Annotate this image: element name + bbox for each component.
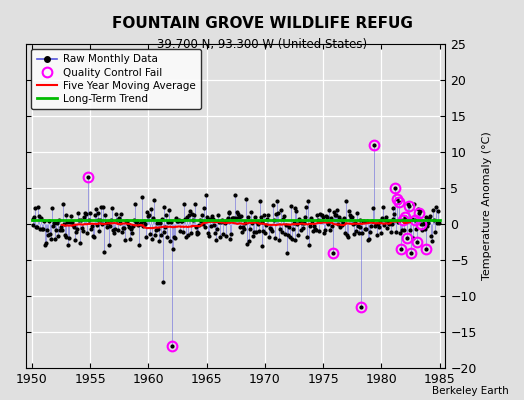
Text: FOUNTAIN GROVE WILDLIFE REFUG: FOUNTAIN GROVE WILDLIFE REFUG bbox=[112, 16, 412, 31]
Y-axis label: Temperature Anomaly (°C): Temperature Anomaly (°C) bbox=[482, 132, 492, 280]
Legend: Raw Monthly Data, Quality Control Fail, Five Year Moving Average, Long-Term Tren: Raw Monthly Data, Quality Control Fail, … bbox=[31, 49, 201, 109]
Text: 39.700 N, 93.300 W (United States): 39.700 N, 93.300 W (United States) bbox=[157, 38, 367, 51]
Text: Berkeley Earth: Berkeley Earth bbox=[432, 386, 508, 396]
